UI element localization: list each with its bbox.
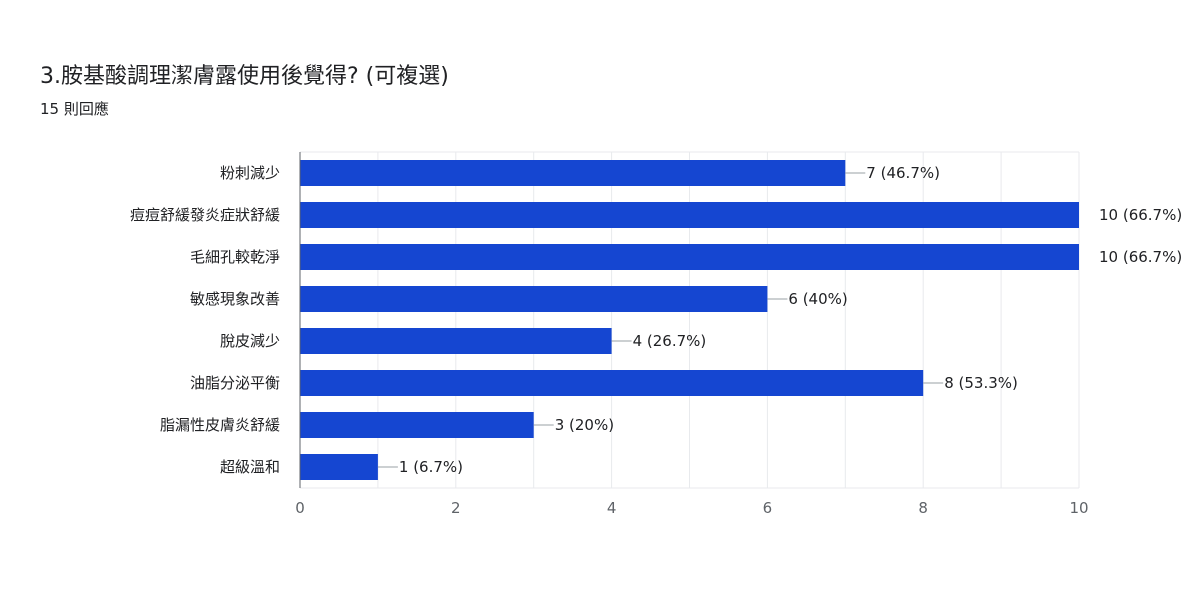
x-tick-label: 2 (451, 499, 461, 517)
value-label: 1 (6.7%) (399, 458, 463, 476)
category-label: 油脂分泌平衡 (190, 374, 280, 392)
bar (300, 370, 924, 396)
bar (300, 454, 378, 480)
value-label: 10 (66.7%) (1099, 206, 1182, 224)
category-label: 毛細孔較乾淨 (190, 248, 280, 266)
category-label: 粉刺減少 (220, 164, 280, 182)
bar (300, 286, 768, 312)
bar (300, 202, 1079, 228)
category-label: 敏感現象改善 (190, 290, 280, 308)
category-label: 痘痘舒緩發炎症狀舒緩 (130, 206, 280, 224)
bar (300, 244, 1079, 270)
category-label: 脫皮減少 (220, 332, 280, 350)
bar (300, 328, 612, 354)
value-label: 6 (40%) (788, 290, 847, 308)
chart-title: 3.胺基酸調理潔膚露使用後覺得? (可複選) (40, 64, 449, 89)
bar (300, 412, 534, 438)
value-label: 10 (66.7%) (1099, 248, 1182, 266)
x-tick-label: 0 (295, 499, 305, 517)
response-count: 15 則回應 (40, 100, 109, 118)
x-tick-label: 4 (607, 499, 617, 517)
value-label: 8 (53.3%) (944, 374, 1018, 392)
x-tick-label: 6 (763, 499, 773, 517)
x-tick-label: 10 (1069, 499, 1088, 517)
category-label: 超級溫和 (220, 458, 280, 476)
value-label: 7 (46.7%) (866, 164, 940, 182)
value-label: 4 (26.7%) (633, 332, 707, 350)
bar (300, 160, 846, 186)
value-label: 3 (20%) (555, 416, 614, 434)
x-tick-label: 8 (918, 499, 928, 517)
category-label: 脂漏性皮膚炎舒緩 (160, 416, 280, 434)
